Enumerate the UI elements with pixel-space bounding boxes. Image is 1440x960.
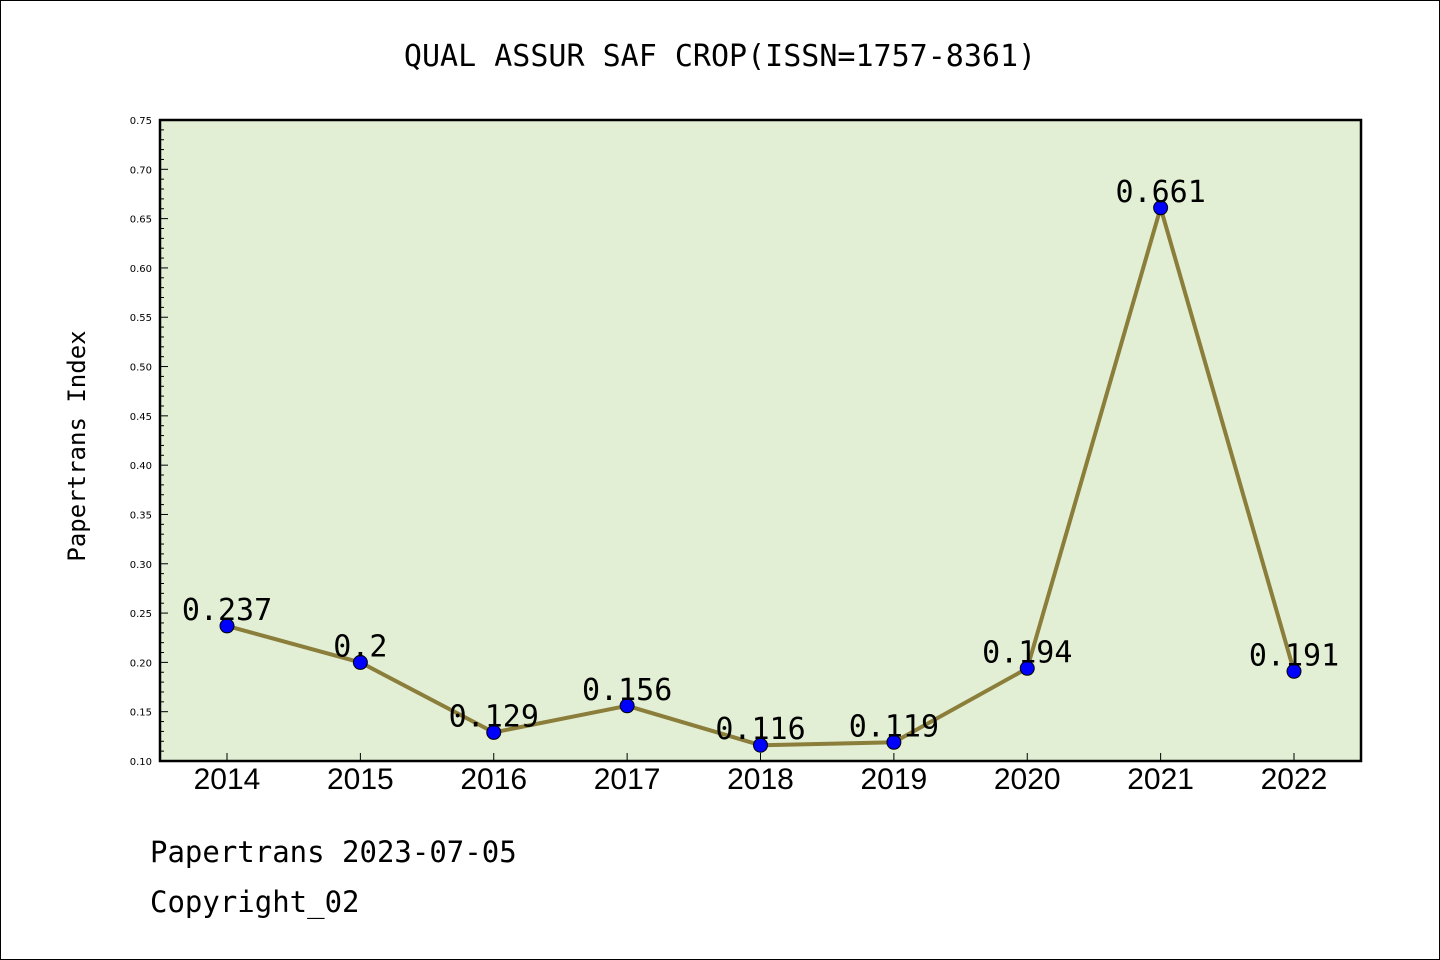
chart-title: QUAL ASSUR SAF CROP(ISSN=1757-8361) [404,39,1036,74]
series-line-layer [219,200,1302,753]
data-point-marker [219,618,235,634]
data-point-label: 0.116 [715,712,805,747]
y-tick-label: 0.30 [130,560,152,571]
y-tick-label: 0.65 [130,215,152,226]
x-tick-label: 2022 [1261,763,1328,796]
y-tick-label: 0.10 [130,757,152,768]
y-tick-label: 0.20 [130,658,152,669]
y-tick-label: 0.50 [130,363,152,374]
y-axis-label: Papertrans Index [63,330,91,561]
data-point-marker [352,654,368,670]
data-point-marker [1286,663,1302,679]
data-point-marker [753,737,768,753]
data-point-marker [619,698,635,714]
plot-area [158,118,1363,763]
data-point-marker [486,724,502,740]
data-point-label: 0.129 [449,699,539,734]
x-tick-label: 2020 [994,763,1061,796]
y-tick-label: 0.70 [130,165,152,176]
y-tick-label: 0.55 [130,313,152,324]
y-tick-label: 0.75 [130,116,152,127]
x-tick-label: 2014 [194,763,261,796]
data-point-marker [1153,200,1169,216]
y-tick-label: 0.35 [130,510,152,521]
y-tick-label: 0.25 [130,609,152,620]
data-point-label: 0.119 [849,709,939,744]
data-point-label: 0.194 [982,635,1072,670]
data-point-marker [1019,660,1035,676]
y-tick-label: 0.40 [130,461,152,472]
data-point-label: 0.2 [333,629,387,664]
data-labels: 0.237 0.2 0.129 0.156 0.116 0.119 0.194 0.661 0.… [182,175,1339,747]
data-point-label: 0.661 [1115,175,1205,210]
data-point-label: 0.156 [582,673,672,708]
y-tick-label: 0.15 [130,708,152,719]
x-tick-label: 2016 [460,763,527,796]
x-tick-label: 2018 [727,763,794,796]
x-tick-label: 2017 [594,763,661,796]
data-point-label: 0.237 [182,593,272,628]
data-point-marker [886,734,902,750]
data-point-label: 0.191 [1249,638,1339,673]
axis-ticks: 0.10 0.15 0.20 0.25 0.30 0.35 0.40 0.45 0.50 0.55… [130,116,1328,796]
x-tick-label: 2021 [1127,763,1194,796]
y-tick-label: 0.45 [130,412,152,423]
x-tick-label: 2019 [861,763,928,796]
y-tick-label: 0.60 [130,264,152,275]
footer-date: Papertrans 2023-07-05 [150,835,517,869]
footer-copyright: Copyright_02 [150,885,360,919]
x-tick-label: 2015 [327,763,394,796]
